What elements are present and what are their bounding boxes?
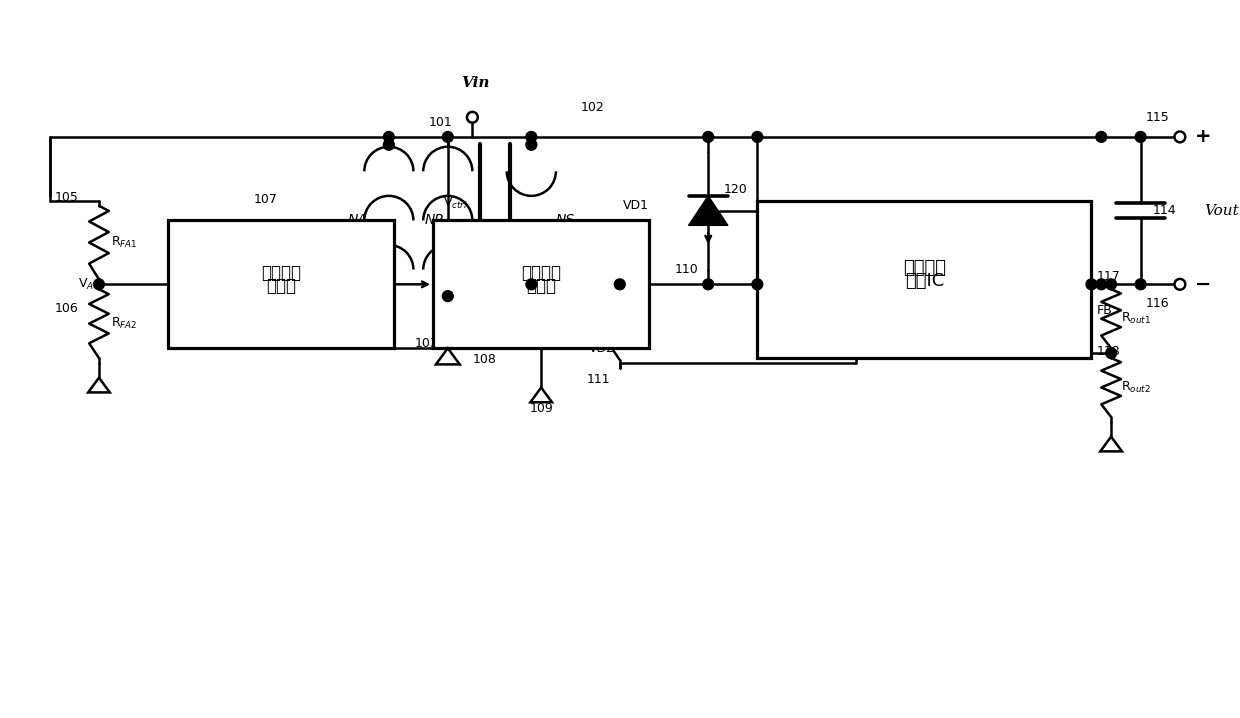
Text: 码电路: 码电路 [265,277,296,295]
Text: −: − [1194,275,1211,294]
Polygon shape [688,196,728,225]
Circle shape [751,131,763,142]
Circle shape [1086,279,1097,290]
Circle shape [1174,279,1185,290]
Text: 115: 115 [1146,111,1169,123]
Text: NP: NP [424,213,443,228]
Text: 117: 117 [1096,269,1120,283]
Text: 111: 111 [587,373,610,386]
Text: 102: 102 [580,101,604,114]
Text: NA: NA [347,213,367,228]
Text: 105: 105 [55,191,78,205]
Circle shape [383,131,394,142]
Text: VD1: VD1 [624,199,650,213]
Text: 120: 120 [724,183,748,196]
Circle shape [751,279,763,290]
Text: NS: NS [556,213,575,228]
Text: V$_{ctrl}$: V$_{ctrl}$ [443,195,467,210]
Circle shape [93,279,104,290]
Text: 103: 103 [414,337,438,350]
Text: 106: 106 [55,302,78,315]
Circle shape [467,112,477,123]
Text: 114: 114 [1152,204,1176,217]
Text: Vout: Vout [1204,204,1239,218]
Text: R$_{out1}$: R$_{out1}$ [1121,311,1151,326]
Text: R$_{FA1}$: R$_{FA1}$ [110,235,138,250]
Text: 104: 104 [546,319,570,332]
Text: 节电路: 节电路 [526,277,557,295]
Text: +: + [1194,127,1211,146]
Circle shape [1096,131,1106,142]
Circle shape [1106,279,1116,290]
Circle shape [526,131,537,142]
Circle shape [1106,348,1116,358]
Circle shape [443,291,453,302]
Circle shape [703,279,714,290]
Text: 控制IC: 控制IC [905,272,944,290]
Text: R$_{out2}$: R$_{out2}$ [1121,380,1151,395]
Text: 116: 116 [1146,297,1169,310]
Text: 同步整流: 同步整流 [903,258,946,276]
Text: 109: 109 [529,402,553,415]
Circle shape [1096,279,1106,290]
Text: FB: FB [1096,304,1112,317]
Circle shape [1135,279,1146,290]
Text: R$_{FA2}$: R$_{FA2}$ [110,316,138,331]
Text: 110: 110 [675,264,698,276]
Text: VD2: VD2 [589,342,615,355]
Text: 118: 118 [1096,345,1120,358]
Circle shape [526,139,537,150]
Text: 107: 107 [254,192,278,205]
Text: V$_A$: V$_A$ [78,276,94,292]
Text: R$_D$: R$_D$ [630,318,649,335]
Circle shape [614,279,625,290]
Text: 101: 101 [429,116,453,129]
Circle shape [526,279,537,290]
Text: 108: 108 [472,353,496,366]
FancyBboxPatch shape [433,220,650,348]
Text: 检测及解: 检测及解 [260,264,301,281]
FancyBboxPatch shape [758,201,1091,358]
Circle shape [383,139,394,150]
Text: 占空比调: 占空比调 [521,264,562,281]
Circle shape [1135,131,1146,142]
Circle shape [703,131,714,142]
Circle shape [443,131,453,142]
FancyBboxPatch shape [167,220,394,348]
Text: Vin: Vin [461,75,490,90]
Circle shape [1174,131,1185,142]
